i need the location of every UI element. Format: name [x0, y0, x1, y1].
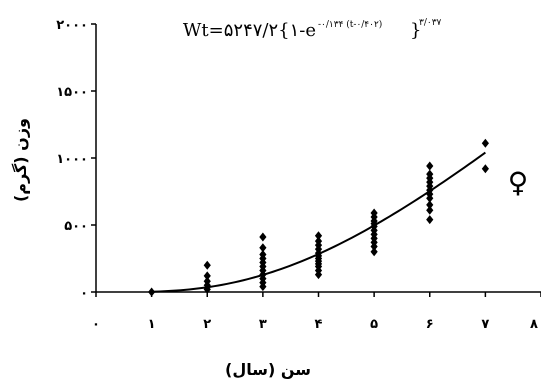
data-point-marker — [481, 164, 489, 174]
chart-title: Wt=۵۲۴۷/۲{۱-e — [183, 20, 316, 41]
data-point-marker — [203, 276, 211, 286]
data-point-marker — [370, 208, 378, 218]
data-point-marker — [370, 247, 378, 257]
growth-curve-line — [151, 151, 486, 293]
scatter-markers — [148, 138, 489, 297]
x-tick-label: ۸ — [530, 317, 538, 332]
data-point-marker — [426, 200, 434, 210]
x-tick-label: ۶ — [426, 317, 434, 332]
chart-title-outer-exponent: ۳/۰۳۷ — [419, 18, 442, 28]
x-axis-title: سن (سال) — [225, 360, 311, 379]
data-point-marker — [314, 236, 323, 246]
y-tick-label: ۱۵۰۰ — [56, 85, 88, 100]
data-point-marker — [426, 205, 434, 215]
chart-title-close: } — [410, 20, 421, 41]
data-point-marker — [426, 169, 434, 179]
data-point-marker — [426, 161, 434, 171]
chart-title-exponent: -۰/۱۳۴ (t-۰/۴۰۲) — [318, 19, 382, 30]
y-ticks: ۰ ۵۰۰ ۱۰۰۰ ۱۵۰۰ ۲۰۰۰ — [56, 18, 96, 301]
y-tick-label: ۱۰۰۰ — [56, 152, 88, 167]
y-axis-title: وزن (گرم) — [11, 118, 30, 202]
x-tick-label: ۷ — [481, 317, 489, 332]
y-tick-label: ۲۰۰۰ — [56, 18, 88, 33]
data-point-marker — [481, 138, 489, 148]
x-tick-label: ۵ — [370, 317, 378, 332]
data-point-marker — [426, 215, 434, 225]
y-tick-label: ۵۰۰ — [64, 219, 88, 234]
x-tick-label: ۴ — [315, 317, 323, 332]
data-point-marker — [314, 231, 323, 241]
x-tick-label: ۱ — [148, 317, 156, 332]
data-point-marker — [203, 271, 211, 281]
data-point-marker — [259, 232, 267, 242]
data-point-marker — [148, 287, 156, 297]
data-point-marker — [203, 260, 211, 270]
female-symbol: ♀ — [508, 166, 529, 199]
x-tick-label: ۳ — [259, 317, 267, 332]
x-tick-label: ۰ — [92, 317, 100, 332]
x-ticks: ۰ ۱ ۲ ۳ ۴ ۵ ۶ ۷ ۸ — [92, 292, 541, 332]
data-point-marker — [259, 249, 267, 259]
y-tick-label: ۰ — [80, 286, 88, 301]
data-point-marker — [259, 243, 267, 253]
x-tick-label: ۲ — [203, 317, 211, 332]
